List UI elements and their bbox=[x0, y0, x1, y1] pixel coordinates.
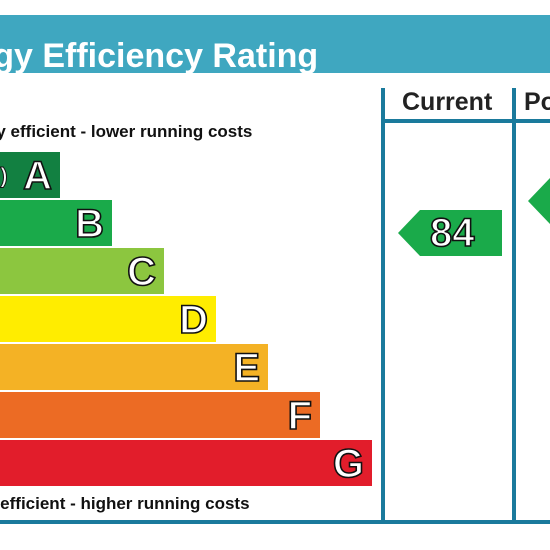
potential-rating-arrow bbox=[528, 178, 550, 224]
band-c: C bbox=[0, 248, 164, 295]
current-rating-arrow bbox=[398, 210, 502, 256]
current-rating-value: 84 bbox=[429, 210, 475, 256]
band-letter: A bbox=[22, 153, 52, 199]
band-letter: B bbox=[74, 201, 104, 247]
page-title: rgy Efficiency Rating bbox=[0, 37, 319, 75]
band-range: s) bbox=[0, 163, 8, 189]
band-b: B bbox=[0, 200, 112, 247]
header-underline bbox=[381, 119, 550, 123]
band-d: D bbox=[0, 296, 216, 343]
band-g: G bbox=[0, 440, 372, 487]
column-divider-middle bbox=[512, 88, 516, 524]
band-letter: C bbox=[126, 249, 156, 295]
caption-efficient: gy efficient - lower running costs bbox=[0, 122, 253, 141]
band-e: E bbox=[0, 344, 268, 391]
bottom-border bbox=[0, 520, 550, 524]
band-letter: G bbox=[332, 441, 365, 487]
band-letter: E bbox=[233, 345, 261, 391]
band-a: As) bbox=[0, 152, 60, 199]
band-letter: F bbox=[287, 393, 313, 439]
title-bar: rgy Efficiency Rating bbox=[0, 15, 550, 75]
band-letter: D bbox=[178, 297, 208, 343]
column-divider-left bbox=[381, 88, 385, 524]
band-f: F bbox=[0, 392, 320, 439]
current-column-header: Current bbox=[402, 88, 493, 116]
potential-column-header: Po bbox=[524, 88, 550, 116]
caption-inefficient: y efficient - higher running costs bbox=[0, 494, 250, 513]
